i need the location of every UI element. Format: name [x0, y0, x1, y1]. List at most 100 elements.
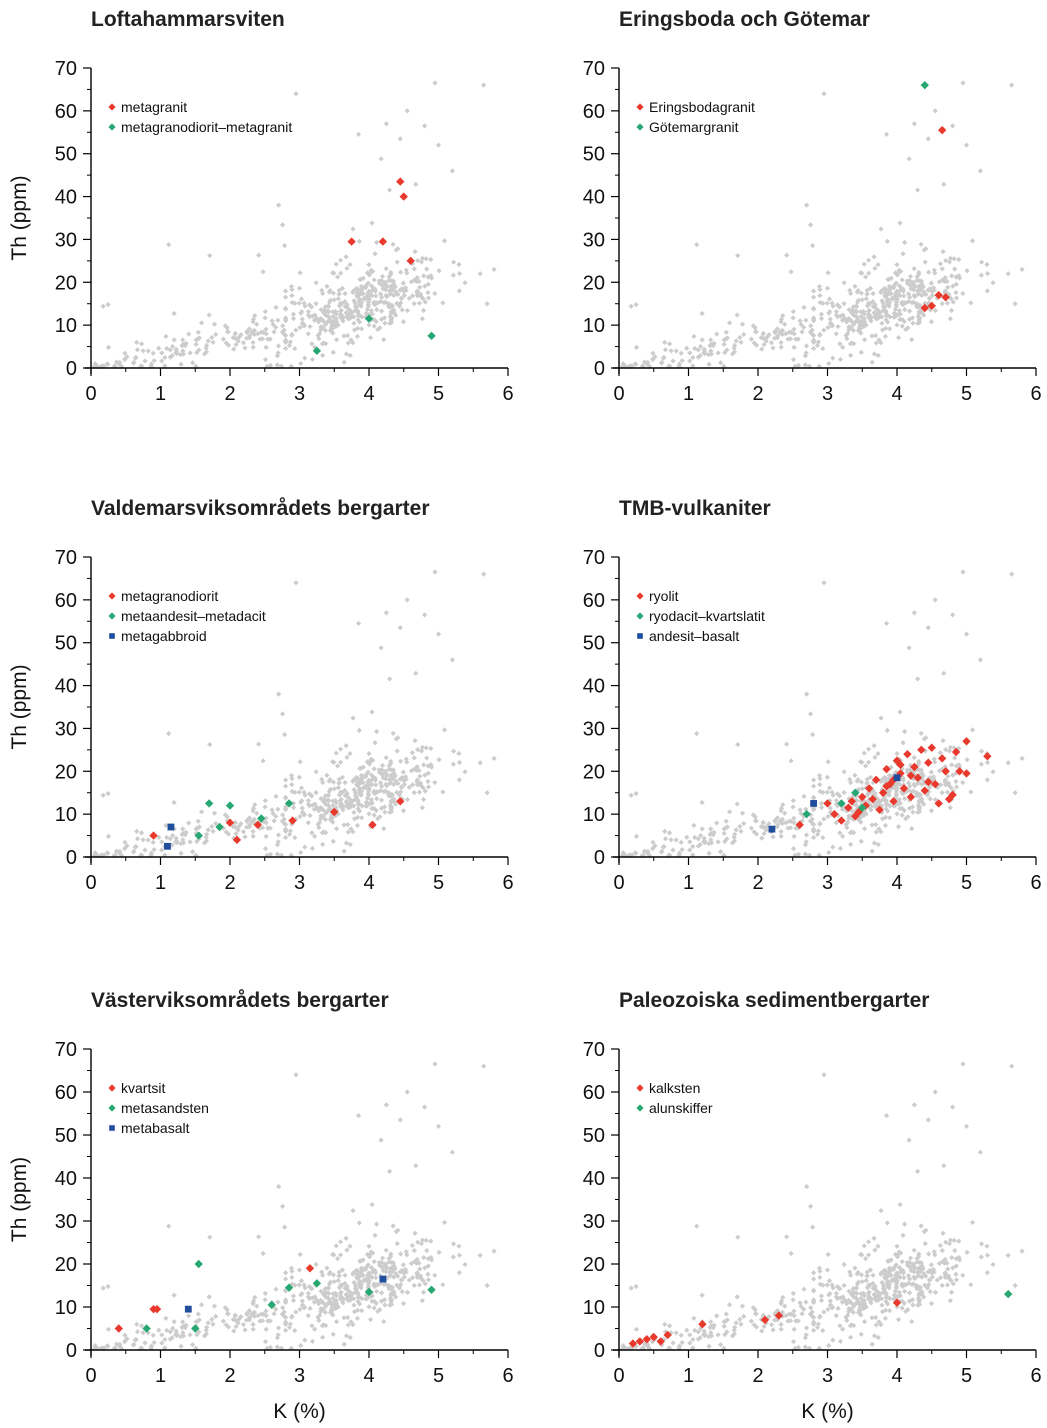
background-point	[359, 815, 365, 821]
background-point	[379, 1255, 386, 1261]
background-point	[801, 304, 807, 311]
background-point	[367, 1316, 374, 1323]
series-3	[768, 774, 901, 833]
background-point	[338, 1252, 344, 1258]
background-point	[263, 344, 269, 350]
legend-label: andesit–basalt	[649, 628, 739, 644]
background-point	[283, 1298, 289, 1305]
background-point	[785, 336, 791, 342]
background-point	[834, 1295, 841, 1302]
background-point	[275, 317, 281, 323]
y-tick-label: 10	[583, 1297, 605, 1319]
legend-marker	[108, 612, 116, 620]
background-point	[942, 764, 948, 770]
background-point	[305, 1313, 311, 1319]
background-point	[302, 303, 308, 309]
background-point	[344, 802, 350, 808]
background-point	[232, 819, 238, 825]
background-point	[323, 341, 329, 347]
background-point	[707, 342, 713, 349]
background-point	[766, 332, 772, 338]
background-point	[325, 304, 331, 310]
y-tick-label: 0	[66, 358, 77, 380]
data-point	[167, 823, 175, 831]
background-point	[941, 670, 947, 676]
background-point	[851, 341, 857, 347]
background-point	[338, 270, 344, 276]
background-point	[926, 1282, 932, 1288]
background-point	[240, 829, 247, 835]
background-point	[290, 1293, 297, 1299]
legend-marker	[109, 1125, 115, 1131]
background-point	[830, 792, 836, 798]
data-point	[257, 814, 266, 823]
y-tick-label: 70	[583, 547, 605, 569]
background-point	[276, 1184, 282, 1190]
background-point	[818, 316, 825, 322]
background-point	[678, 1332, 684, 1338]
background-point	[355, 806, 361, 812]
background-point	[432, 80, 438, 86]
background-point	[837, 341, 843, 347]
background-point	[180, 1333, 187, 1339]
y-tick-label: 0	[66, 1340, 77, 1362]
background-point	[348, 337, 354, 343]
background-point	[883, 325, 889, 331]
background-point	[320, 1306, 326, 1312]
background-point	[171, 799, 177, 806]
background-point	[893, 769, 899, 775]
background-point	[381, 1281, 387, 1287]
background-point	[917, 286, 923, 292]
background-point	[841, 280, 847, 286]
background-point	[301, 300, 307, 306]
background-point	[403, 776, 409, 782]
background-point	[209, 823, 215, 830]
background-point	[939, 1247, 945, 1254]
background-point	[384, 284, 390, 290]
background-point	[628, 303, 634, 309]
background-point	[420, 307, 427, 314]
background-point	[914, 1259, 920, 1265]
background-point	[366, 1252, 373, 1258]
legend-marker	[636, 1104, 644, 1112]
background-point	[791, 1326, 797, 1332]
background-point	[366, 759, 373, 765]
background-point	[956, 1238, 962, 1244]
background-point	[858, 309, 864, 315]
background-point	[941, 1163, 947, 1169]
background-point	[878, 829, 884, 835]
background-point	[809, 1224, 816, 1230]
background-point	[942, 1274, 949, 1281]
background-point	[412, 249, 418, 255]
background-point	[299, 805, 305, 811]
background-point	[990, 1261, 996, 1268]
x-tick-label: 5	[433, 1365, 444, 1387]
x-tick-label: 4	[363, 1365, 374, 1387]
background-point	[928, 769, 934, 775]
x-tick-label: 5	[433, 383, 444, 405]
background-point	[298, 296, 305, 302]
background-point	[373, 782, 379, 788]
background-point	[347, 751, 353, 757]
background-point	[367, 781, 373, 787]
background-point	[403, 267, 409, 273]
background-point	[481, 82, 487, 88]
background-point	[351, 1302, 357, 1308]
data-point	[920, 786, 929, 795]
background-point	[262, 845, 269, 852]
background-point	[418, 1275, 424, 1281]
background-point	[739, 1303, 746, 1309]
background-point	[809, 243, 816, 249]
background-point	[331, 270, 337, 276]
background-point	[356, 808, 363, 814]
background-point	[420, 796, 427, 803]
background-point	[825, 1306, 831, 1312]
background-point	[699, 1292, 705, 1298]
background-point	[949, 1254, 955, 1261]
x-tick-label: 1	[155, 872, 166, 894]
background-point	[891, 1264, 897, 1270]
background-point	[923, 246, 929, 252]
background-point	[425, 763, 431, 769]
background-point	[421, 1254, 427, 1261]
data-point	[837, 799, 846, 808]
